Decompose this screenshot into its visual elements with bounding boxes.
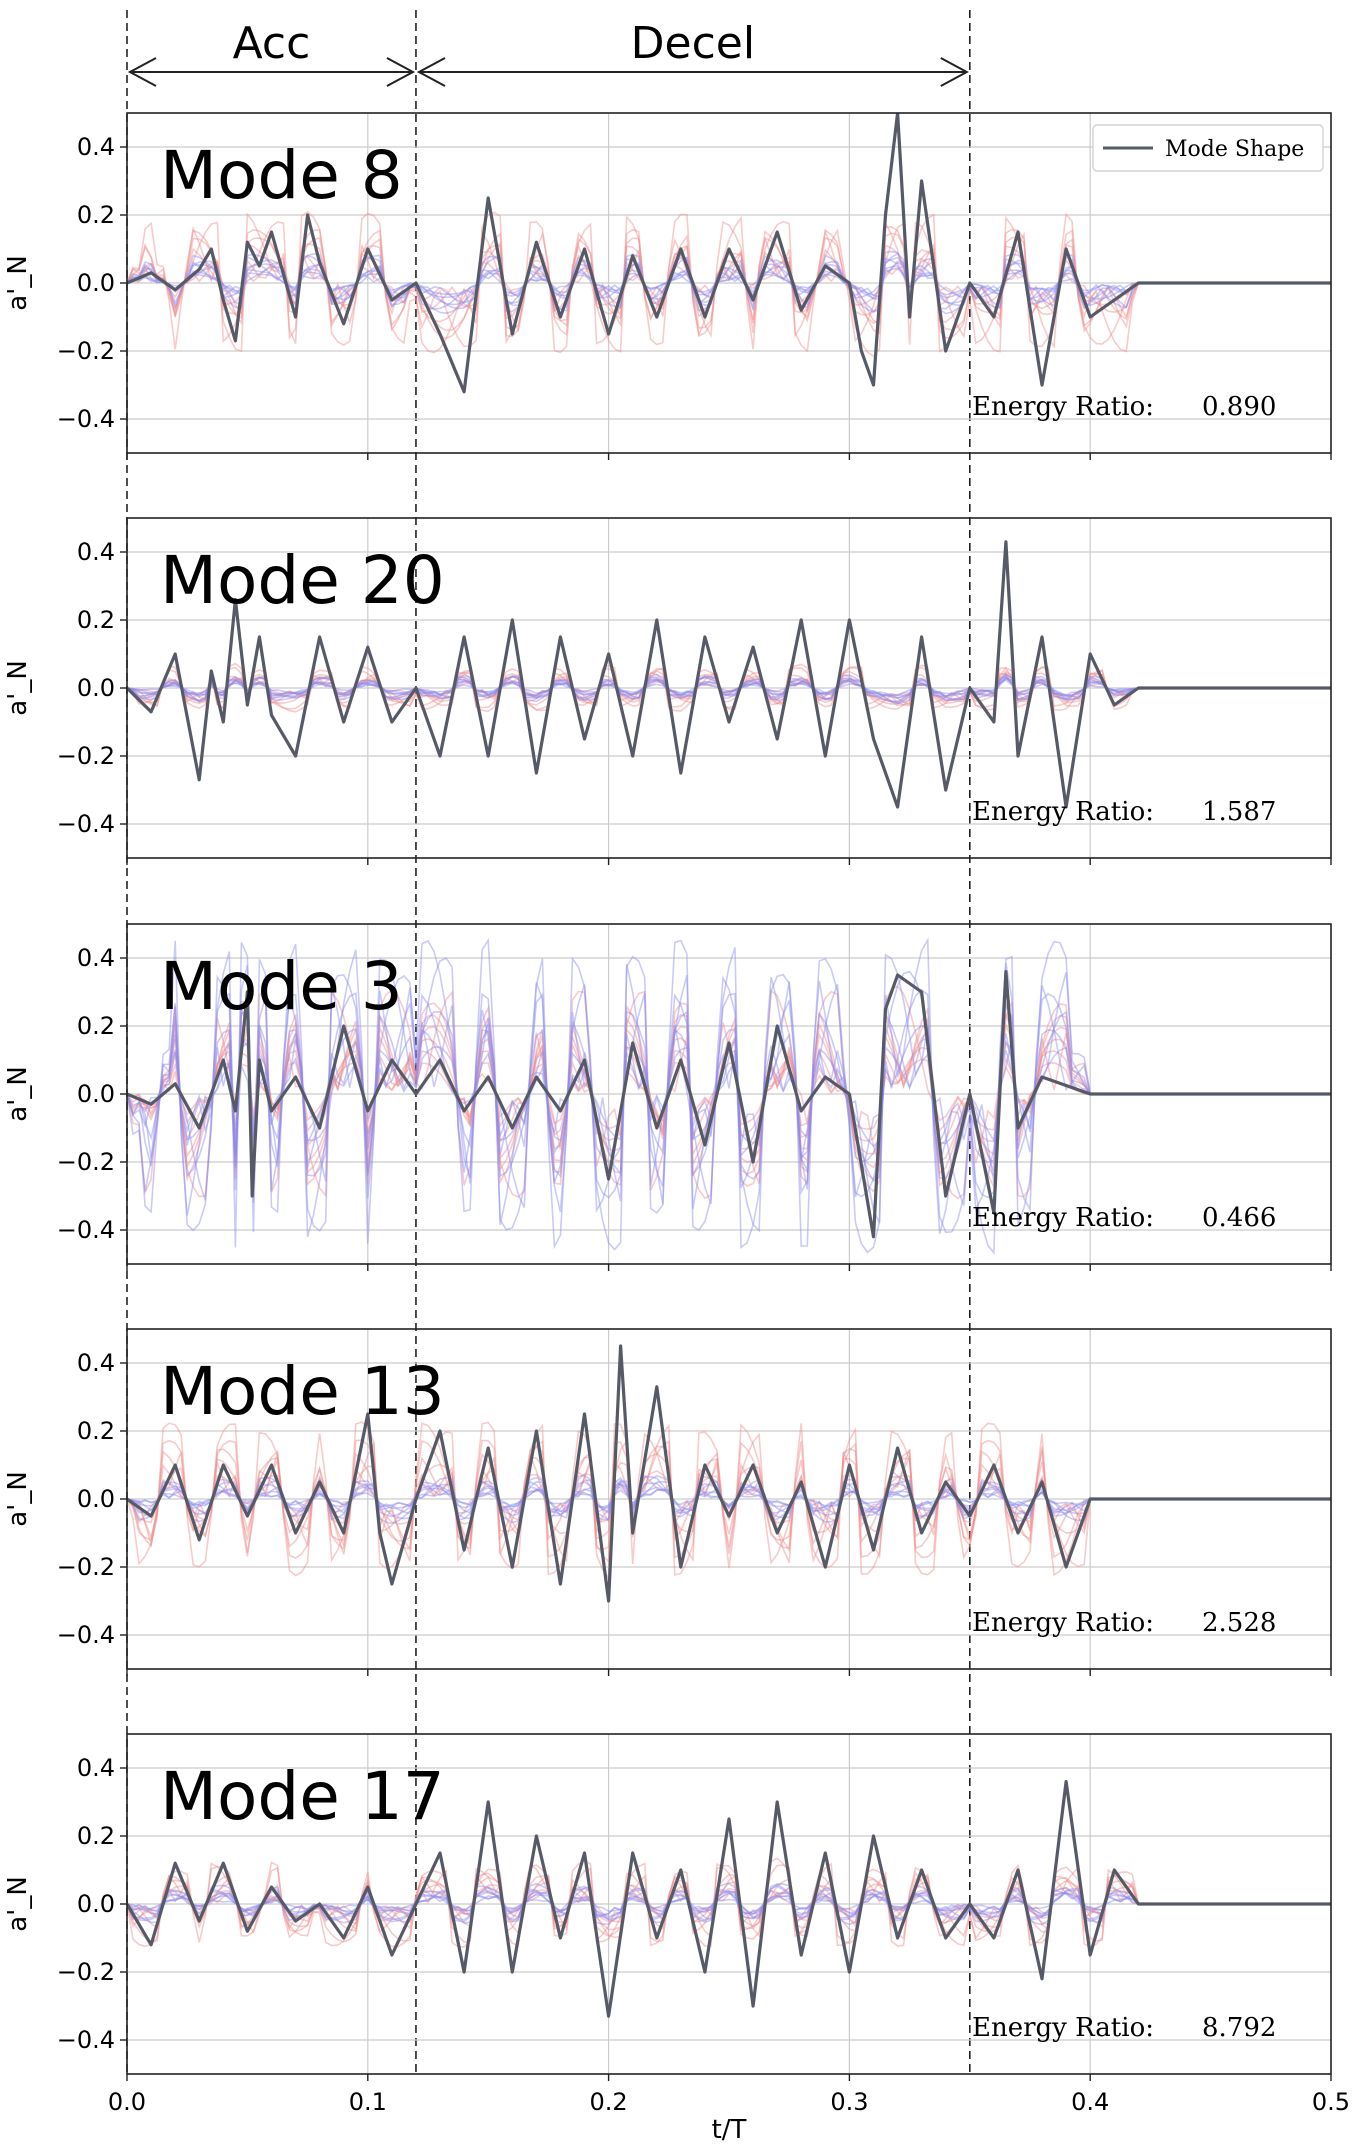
- y-tick-label: 0.4: [77, 1349, 115, 1377]
- y-tick-label: −0.4: [57, 405, 115, 433]
- phase-label-decel: Decel: [631, 18, 755, 69]
- mode-shape-line: [127, 970, 1331, 1239]
- realizations: [127, 113, 1331, 394]
- energy-ratio-value: 8.792: [1202, 2013, 1276, 2043]
- y-tick-label: −0.2: [57, 742, 115, 770]
- energy-ratio-value: 0.890: [1202, 392, 1276, 422]
- y-axis-label: a'_N: [3, 660, 33, 716]
- realization-blue-line: [127, 1892, 1325, 1915]
- energy-ratio-label: Energy Ratio:: [972, 1203, 1154, 1233]
- realization-red-line: [127, 674, 1325, 701]
- realization-blue-line: [127, 1886, 1325, 1921]
- y-tick-label: 0.2: [77, 1822, 115, 1850]
- y-tick-label: −0.4: [57, 1621, 115, 1649]
- panel-title: Mode 13: [160, 1353, 445, 1430]
- y-tick-label: −0.2: [57, 337, 115, 365]
- energy-ratio-label: Energy Ratio:: [972, 2013, 1154, 2043]
- y-axis-label: a'_N: [3, 1066, 33, 1122]
- mode-shape-line: [127, 1780, 1331, 2018]
- energy-ratio-label: Energy Ratio:: [972, 1608, 1154, 1638]
- legend-entry-mode-shape: Mode Shape: [1165, 137, 1304, 162]
- y-tick-label: 0.4: [77, 1754, 115, 1782]
- realizations: [127, 937, 1331, 1256]
- y-tick-label: −0.2: [57, 1553, 115, 1581]
- y-tick-label: 0.0: [77, 1485, 115, 1513]
- phase-arrow-head-left: [416, 57, 446, 87]
- realization-red-line: [127, 671, 1325, 703]
- realization-blue-line: [127, 677, 1325, 700]
- x-axis-label: t/T: [712, 2115, 747, 2145]
- phase-arrow-head-left: [127, 57, 157, 87]
- y-tick-label: 0.2: [77, 606, 115, 634]
- y-tick-label: −0.4: [57, 2026, 115, 2054]
- energy-ratio-value: 0.466: [1202, 1203, 1276, 1233]
- realization-red-line: [127, 670, 1325, 707]
- realizations: [127, 1780, 1331, 2018]
- phase-arrow-head-right: [386, 57, 416, 87]
- realization-blue-line: [127, 673, 1325, 703]
- y-axis-label: a'_N: [3, 1876, 33, 1932]
- mode-shape-line: [127, 1344, 1331, 1603]
- realizations: [127, 1344, 1331, 1603]
- panel-title: Mode 20: [160, 542, 445, 619]
- realization-blue-line: [127, 1885, 1325, 1922]
- y-tick-label: 0.0: [77, 674, 115, 702]
- y-tick-label: 0.0: [77, 1890, 115, 1918]
- realization-blue-line: [127, 1891, 1325, 1918]
- realization-blue-line: [127, 673, 1325, 705]
- realizations: [127, 540, 1331, 809]
- realization-blue-line: [127, 678, 1325, 699]
- y-tick-label: 0.4: [77, 944, 115, 972]
- realization-red-line: [127, 1885, 1325, 1923]
- energy-ratio-label: Energy Ratio:: [972, 797, 1154, 827]
- y-tick-label: 0.0: [77, 1080, 115, 1108]
- y-tick-label: −0.2: [57, 1148, 115, 1176]
- energy-ratio-label: Energy Ratio:: [972, 392, 1154, 422]
- panel-title: Mode 17: [160, 1758, 445, 1835]
- y-tick-label: 0.2: [77, 201, 115, 229]
- panel-title: Mode 8: [160, 137, 403, 214]
- panel-title: Mode 3: [160, 948, 403, 1025]
- realization-red-line: [127, 1866, 1325, 1940]
- realization-red-line: [127, 1864, 1325, 1945]
- x-tick-label: 0.3: [830, 2088, 868, 2116]
- legend-box: [1092, 124, 1324, 172]
- realization-blue-line: [127, 675, 1325, 700]
- y-tick-label: −0.4: [57, 1216, 115, 1244]
- phase-arrow-head-right: [940, 57, 969, 87]
- realization-blue-line: [127, 1883, 1325, 1923]
- y-tick-label: −0.2: [57, 1958, 115, 1986]
- x-tick-label: 0.0: [108, 2088, 146, 2116]
- realization-red-line: [127, 1872, 1325, 1938]
- realization-red-line: [127, 1857, 1325, 1949]
- y-tick-label: 0.2: [77, 1012, 115, 1040]
- y-axis-label: a'_N: [3, 1471, 33, 1527]
- y-tick-label: 0.4: [77, 538, 115, 566]
- x-tick-label: 0.5: [1312, 2088, 1350, 2116]
- x-tick-label: 0.4: [1071, 2088, 1109, 2116]
- energy-ratio-value: 2.528: [1202, 1608, 1276, 1638]
- y-tick-label: 0.0: [77, 269, 115, 297]
- y-tick-label: 0.2: [77, 1417, 115, 1445]
- realization-blue-line: [127, 676, 1325, 698]
- phase-label-acc: Acc: [233, 18, 311, 69]
- energy-ratio-value: 1.587: [1202, 797, 1276, 827]
- y-tick-label: 0.4: [77, 133, 115, 161]
- mode-shape-line: [127, 113, 1331, 394]
- x-tick-label: 0.2: [590, 2088, 628, 2116]
- mode-shape-line: [127, 540, 1331, 809]
- y-tick-label: −0.4: [57, 810, 115, 838]
- y-axis-label: a'_N: [3, 255, 33, 311]
- x-tick-label: 0.1: [349, 2088, 387, 2116]
- realization-blue-line: [127, 673, 1325, 704]
- realization-blue-line: [127, 1889, 1325, 1920]
